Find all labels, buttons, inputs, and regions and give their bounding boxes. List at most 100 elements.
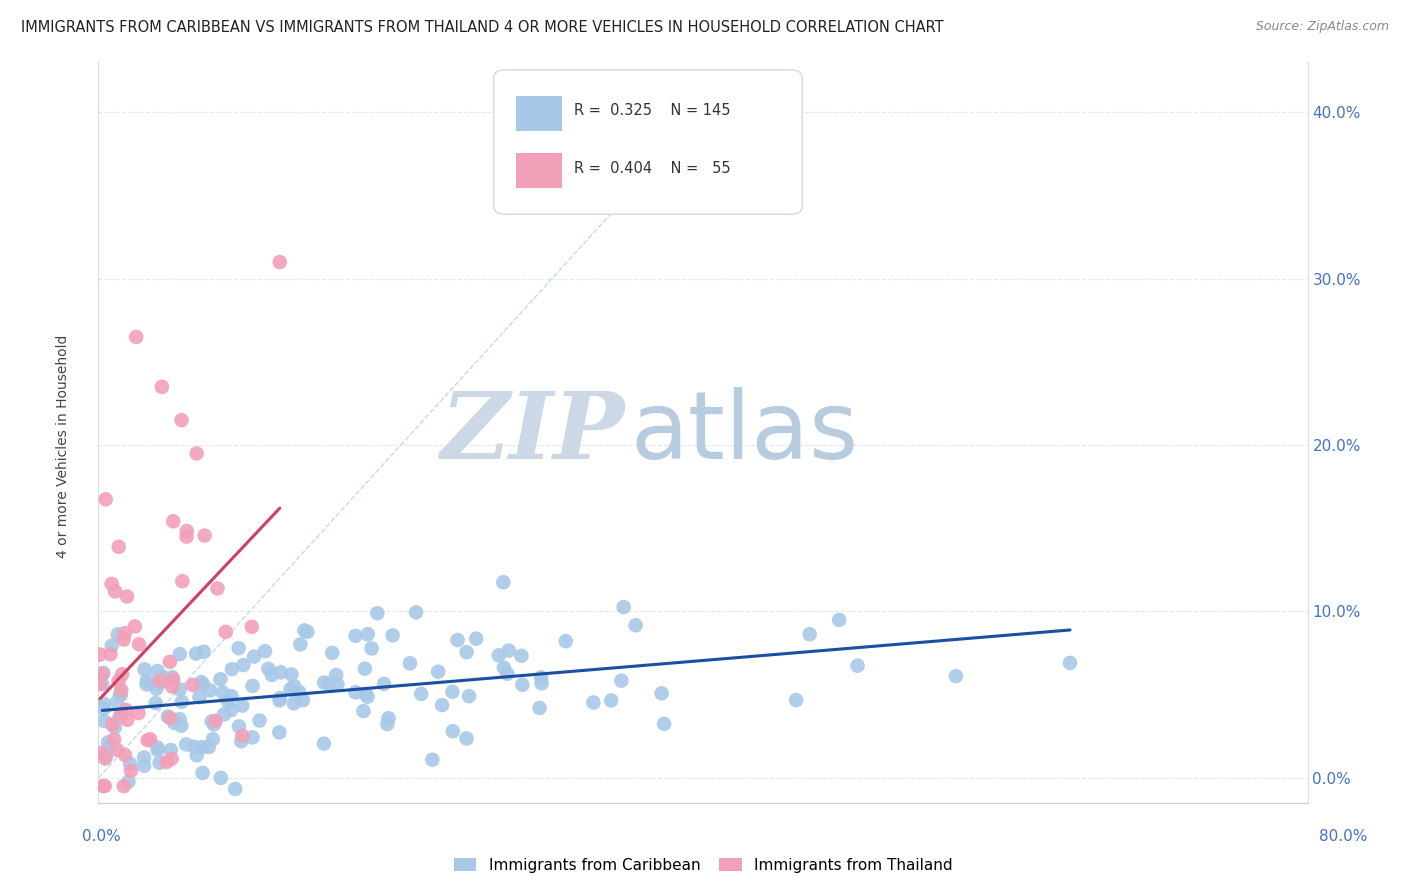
Point <box>512 678 534 692</box>
Text: atlas: atlas <box>630 386 859 479</box>
Point <box>159 655 181 669</box>
Point <box>221 662 243 676</box>
Point <box>198 683 221 698</box>
Point <box>257 662 280 676</box>
Point <box>219 703 242 717</box>
Point <box>159 711 181 725</box>
Point <box>209 672 232 686</box>
Point <box>100 639 122 653</box>
Text: 80.0%: 80.0% <box>1319 830 1367 844</box>
Point <box>288 685 311 699</box>
Point <box>97 735 120 749</box>
Point <box>290 637 312 651</box>
Point <box>120 764 142 778</box>
Point <box>209 771 232 785</box>
Point <box>270 665 292 680</box>
Point <box>170 719 193 733</box>
Point <box>93 779 115 793</box>
Point <box>405 606 427 620</box>
Point <box>231 698 253 713</box>
Point <box>114 703 136 717</box>
Point <box>201 732 224 747</box>
Point <box>375 717 398 731</box>
Point <box>169 712 191 726</box>
Point <box>153 674 176 689</box>
Point <box>193 645 215 659</box>
Point <box>89 677 111 691</box>
Point <box>162 514 184 528</box>
Point <box>297 624 319 639</box>
Point <box>146 743 169 757</box>
Point <box>163 715 186 730</box>
Point <box>98 739 121 754</box>
Point <box>134 750 156 764</box>
Point <box>217 695 239 709</box>
Point <box>162 670 184 684</box>
Point <box>228 719 250 733</box>
Point <box>93 714 115 728</box>
Point <box>243 649 266 664</box>
Point <box>651 686 673 700</box>
Point <box>554 634 576 648</box>
Point <box>170 695 193 709</box>
Point <box>117 713 139 727</box>
Point <box>269 725 291 739</box>
Point <box>465 632 488 646</box>
Point <box>354 687 377 701</box>
Point <box>117 774 139 789</box>
Point <box>114 747 136 762</box>
Point <box>441 685 464 699</box>
Point <box>207 582 229 596</box>
Point <box>194 528 217 542</box>
Point <box>139 732 162 747</box>
Point <box>103 732 125 747</box>
Point <box>125 330 148 344</box>
Point <box>197 739 219 754</box>
Point <box>89 648 111 662</box>
Point <box>93 701 115 715</box>
Point <box>242 731 264 745</box>
Point <box>366 606 388 620</box>
Point <box>172 574 194 589</box>
Point <box>156 755 179 769</box>
Point <box>112 632 135 647</box>
Point <box>652 716 675 731</box>
Point <box>321 646 343 660</box>
Point <box>107 627 129 641</box>
Point <box>94 751 117 765</box>
Legend: Immigrants from Caribbean, Immigrants from Thailand: Immigrants from Caribbean, Immigrants fr… <box>449 853 957 877</box>
Point <box>111 667 134 681</box>
Point <box>169 647 191 661</box>
Point <box>441 724 464 739</box>
Point <box>135 677 157 691</box>
Point <box>231 734 253 748</box>
Point <box>110 688 132 702</box>
Text: R =  0.325    N = 145: R = 0.325 N = 145 <box>574 103 730 118</box>
Point <box>240 620 263 634</box>
Point <box>136 733 159 747</box>
Point <box>785 693 807 707</box>
Point <box>242 679 264 693</box>
Point <box>110 683 132 698</box>
Point <box>101 717 124 731</box>
Point <box>162 680 184 694</box>
Point <box>176 524 198 538</box>
Point <box>93 697 115 711</box>
Point <box>427 665 450 679</box>
Point <box>373 677 395 691</box>
Point <box>162 673 184 687</box>
Point <box>458 689 481 703</box>
Point <box>530 670 553 684</box>
Point <box>344 685 367 699</box>
Point <box>488 648 510 663</box>
Point <box>530 676 553 690</box>
Point <box>115 590 138 604</box>
Point <box>269 255 291 269</box>
Point <box>160 743 183 757</box>
Point <box>108 688 131 702</box>
Point <box>107 743 129 757</box>
Point <box>91 665 114 680</box>
Point <box>613 600 636 615</box>
Point <box>360 641 382 656</box>
Point <box>91 666 114 681</box>
